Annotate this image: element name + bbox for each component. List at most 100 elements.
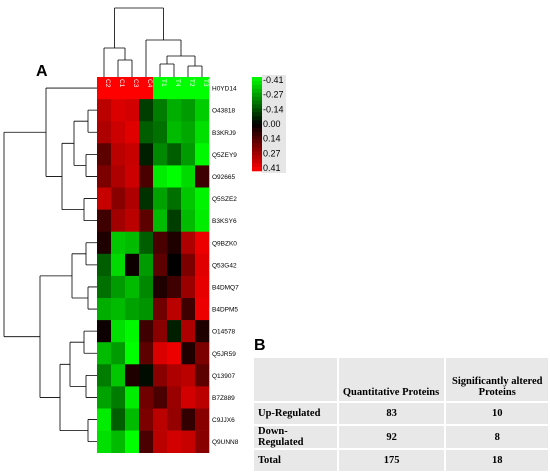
panel-b-label: B	[254, 337, 266, 354]
heatmap-cell	[111, 430, 126, 453]
heatmap-cell	[195, 77, 210, 100]
row-dendrogram-branch	[3, 131, 46, 338]
color-key-swatch	[252, 167, 262, 172]
column-dendrogram-branch	[103, 47, 126, 77]
heatmap-cell	[139, 253, 154, 277]
heatmap-cell	[125, 320, 140, 343]
heatmap-cell	[97, 298, 112, 321]
heatmap-cell	[125, 143, 140, 166]
heatmap-cell	[181, 320, 196, 343]
color-key-swatch	[252, 88, 262, 93]
summary-row-up: Up-Regulated 83 10	[254, 403, 548, 424]
heatmap-cell	[181, 77, 196, 100]
summary-table-header: Quantitative Proteins Significantly alte…	[254, 358, 548, 401]
heatmap-cell	[97, 253, 112, 277]
heatmap-cell	[167, 408, 182, 431]
heatmap-cell	[181, 99, 196, 122]
heatmap-cell	[195, 121, 210, 144]
heatmap-cell	[125, 386, 140, 409]
heatmap-cell	[181, 342, 196, 365]
summary-cell-quantitative: 92	[338, 426, 445, 448]
heatmap-cell	[153, 77, 168, 100]
row-label: Q5SZE2	[212, 196, 237, 203]
row-dendrogram-branch	[85, 374, 97, 398]
summary-cell-altered: 10	[446, 403, 548, 424]
color-key-swatch	[252, 147, 262, 152]
heatmap-cell	[167, 342, 182, 365]
row-label: Q5ZEY9	[212, 152, 237, 159]
heatmap-cell	[153, 209, 168, 232]
column-label: C2	[104, 79, 111, 88]
heatmap-cell	[111, 99, 126, 122]
heatmap-cell	[167, 275, 182, 299]
heatmap-cell	[153, 408, 168, 431]
heatmap-cell	[97, 430, 112, 453]
color-key-label: -0.41	[263, 75, 284, 85]
heatmap-cell	[139, 209, 154, 232]
row-label: Q5JR59	[212, 351, 236, 358]
heatmap-cell	[167, 430, 182, 453]
heatmap-cell	[97, 99, 112, 122]
column-dendrogram-branch	[117, 59, 133, 77]
heatmap-cell	[195, 298, 210, 321]
heatmap-cell	[111, 231, 126, 255]
color-key-swatch	[252, 127, 262, 133]
color-key-swatch	[252, 124, 262, 129]
row-dendrogram-branch	[87, 286, 97, 310]
heatmap-cell	[139, 430, 154, 453]
heatmap-cell	[139, 121, 154, 144]
color-key-swatch	[252, 104, 262, 109]
row-dendrogram-branch	[39, 275, 72, 398]
heatmap-cell	[181, 364, 196, 387]
color-key-swatch	[252, 92, 262, 97]
column-dendrogram-branch	[145, 39, 182, 77]
summary-row-label: Down-Regulated	[254, 426, 337, 448]
heatmap-cell	[153, 143, 168, 166]
heatmap-cell	[181, 275, 196, 299]
column-label: C4	[146, 79, 153, 88]
heatmap-cell	[139, 99, 154, 122]
row-label: B4DMQ7	[212, 284, 239, 291]
column-dendrogram-branch	[114, 7, 164, 48]
heatmap-cell	[153, 121, 168, 144]
summary-table: Quantitative Proteins Significantly alte…	[252, 356, 550, 473]
heatmap-cell	[125, 209, 140, 232]
heatmap-cell	[167, 143, 182, 166]
color-key-swatch	[252, 96, 262, 101]
heatmap-cell	[97, 364, 112, 387]
row-dendrogram-branch	[87, 109, 97, 133]
heatmap-cell	[195, 231, 210, 255]
row-dendrogram-branch	[85, 242, 97, 266]
heatmap-cell	[139, 386, 154, 409]
heatmap-cell	[167, 165, 182, 188]
row-label: B3KSY6	[212, 218, 237, 225]
heatmap-cell	[125, 121, 140, 144]
row-label: B3KRJ9	[212, 130, 236, 137]
heatmap-cell	[125, 364, 140, 387]
row-label: O14578	[212, 329, 236, 336]
heatmap-cell	[195, 165, 210, 188]
heatmap-cell	[181, 165, 196, 188]
heatmap-cell	[153, 320, 168, 343]
heatmap-cell	[153, 430, 168, 453]
heatmap-cell	[153, 231, 168, 255]
heatmap-cell	[97, 320, 112, 343]
row-label: B7Z889	[212, 395, 235, 402]
heatmap-cell	[181, 253, 196, 277]
heatmap-cell	[97, 121, 112, 144]
heatmap-cell	[167, 386, 182, 409]
color-key-swatch	[252, 135, 262, 140]
row-dendrogram-branch	[85, 153, 97, 177]
summary-row-down: Down-Regulated 92 8	[254, 426, 548, 448]
row-dendrogram-branch	[83, 330, 97, 354]
heatmap-cell	[153, 386, 168, 409]
column-dendrogram-branch	[187, 65, 203, 77]
color-key-background	[262, 75, 286, 173]
color-key-label: -0.14	[263, 104, 284, 114]
color-key-label: 0.00	[263, 119, 281, 129]
heatmap-cell	[167, 364, 182, 387]
heatmap-cell	[195, 386, 210, 409]
color-key-label: 0.14	[263, 134, 281, 144]
heatmap-cell	[181, 386, 196, 409]
